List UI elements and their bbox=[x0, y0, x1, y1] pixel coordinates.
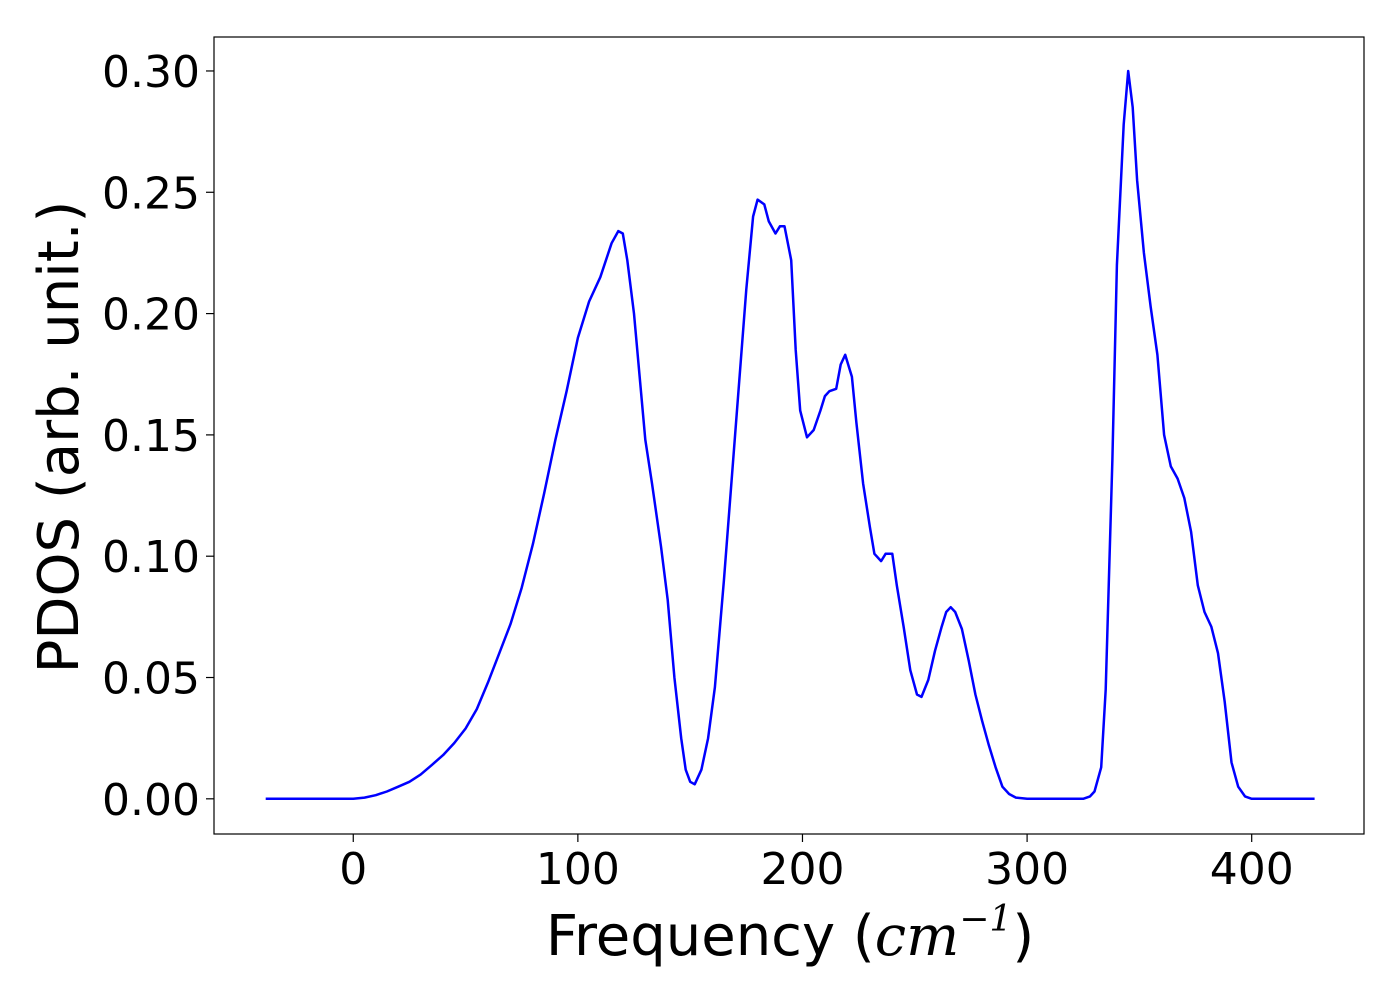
x-tick-label: 400 bbox=[1210, 844, 1294, 895]
x-tick-label: 100 bbox=[536, 844, 620, 895]
y-axis-ticks: 0.00 0.05 0.10 0.15 0.20 0.25 0.30 bbox=[102, 47, 214, 826]
x-tick-label: 0 bbox=[339, 844, 367, 895]
y-tick-label: 0.00 bbox=[102, 775, 200, 826]
y-tick-label: 0.10 bbox=[102, 532, 200, 583]
x-tick-label: 200 bbox=[760, 844, 844, 895]
y-tick-label: 0.30 bbox=[102, 47, 200, 98]
y-axis-title: PDOS (arb. unit.) bbox=[27, 201, 92, 674]
x-axis-title: Frequency (cm−1) bbox=[546, 899, 1034, 969]
y-tick-label: 0.15 bbox=[102, 411, 200, 462]
y-tick-label: 0.20 bbox=[102, 290, 200, 341]
y-tick-label: 0.25 bbox=[102, 168, 200, 219]
x-tick-label: 300 bbox=[985, 844, 1069, 895]
y-tick-label: 0.05 bbox=[102, 654, 200, 705]
plot-area-frame bbox=[213, 36, 1365, 835]
pdos-series-line bbox=[265, 69, 1315, 801]
x-axis-ticks: 0 100 200 300 400 bbox=[339, 834, 1294, 895]
